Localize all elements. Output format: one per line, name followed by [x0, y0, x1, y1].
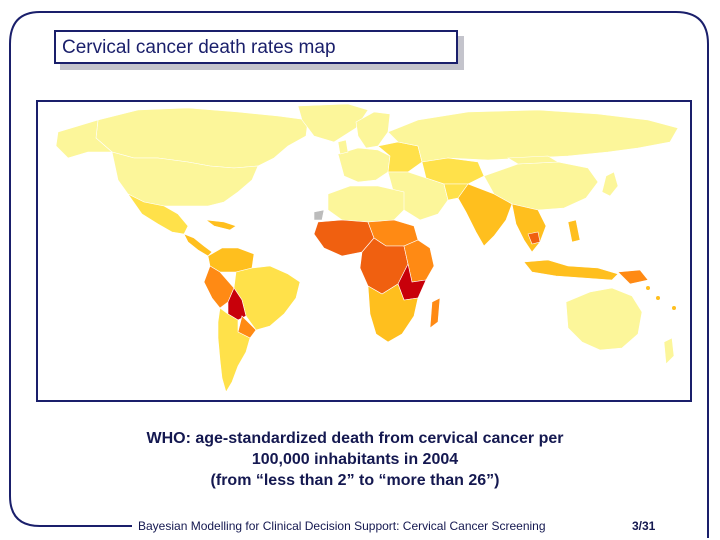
greenland-region — [297, 103, 369, 143]
page-number: 3/31 — [632, 519, 656, 533]
madagascar-region — [429, 297, 441, 329]
alaska-region — [55, 119, 113, 159]
south-america — [203, 247, 301, 393]
pacific-island — [646, 286, 650, 290]
indonesia-region — [523, 259, 619, 281]
southeast-asia-region — [511, 203, 547, 253]
world-choropleth-map — [55, 103, 679, 393]
southern-africa-region — [367, 283, 419, 343]
central-america-region — [183, 233, 213, 257]
pacific-island — [656, 296, 660, 300]
world-map-frame — [36, 100, 692, 402]
cambodia-region — [527, 231, 541, 245]
title-box: Cervical cancer death rates map — [54, 30, 458, 64]
japan-region — [601, 171, 619, 197]
footer-title: Bayesian Modelling for Clinical Decision… — [138, 519, 546, 533]
africa — [313, 185, 441, 343]
pakistan-region — [443, 183, 469, 201]
india-region — [457, 183, 513, 247]
oceania — [565, 286, 676, 365]
caption-line-2: 100,000 inhabitants in 2004 — [251, 451, 459, 468]
no-data-region — [313, 209, 325, 221]
europe — [337, 111, 423, 183]
papua-region — [617, 269, 649, 285]
uk-region — [337, 139, 349, 155]
scandinavia-region — [355, 111, 391, 149]
russia-region — [387, 109, 679, 163]
chile-argentina-region — [217, 307, 251, 393]
north-africa-region — [327, 185, 405, 223]
asia — [443, 155, 649, 285]
new-zealand-region — [663, 337, 675, 365]
mexico-region — [127, 193, 189, 235]
mongolia-region — [506, 155, 560, 165]
map-caption: WHO: age-standardized death from cervica… — [60, 428, 650, 491]
caribbean-region — [204, 219, 237, 231]
peru-region — [203, 265, 235, 309]
north-america — [55, 103, 369, 257]
pacific-island — [672, 306, 676, 310]
caption-line-1: WHO: age-standardized death from cervica… — [146, 430, 564, 447]
australia-region — [565, 287, 643, 351]
colombia-venezuela-region — [207, 247, 255, 273]
western-europe-region — [337, 147, 391, 183]
philippines-region — [567, 219, 581, 243]
slide-title: Cervical cancer death rates map — [62, 37, 336, 58]
caption-line-3: (from “less than 2” to “more than 26”) — [210, 472, 500, 489]
